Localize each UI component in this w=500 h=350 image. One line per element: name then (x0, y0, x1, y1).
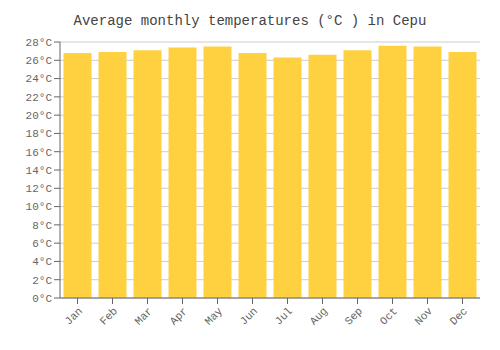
svg-text:Jun: Jun (238, 305, 260, 327)
svg-text:Jul: Jul (273, 305, 295, 327)
svg-text:Feb: Feb (98, 305, 120, 327)
svg-text:Nov: Nov (413, 305, 436, 328)
svg-text:14°C: 14°C (26, 165, 53, 177)
svg-text:10°C: 10°C (26, 201, 53, 213)
svg-text:24°C: 24°C (26, 73, 53, 85)
svg-text:Apr: Apr (168, 305, 190, 327)
svg-text:22°C: 22°C (26, 92, 53, 104)
svg-text:26°C: 26°C (26, 55, 53, 67)
html-text:Average monthly temperatures (: Average monthly temperatures (°C ) in Ce… (73, 13, 427, 29)
svg-text:2°C: 2°C (32, 275, 52, 287)
svg-text:18°C: 18°C (26, 128, 53, 140)
svg-text:6°C: 6°C (32, 238, 52, 250)
svg-text:Mar: Mar (133, 305, 155, 327)
svg-text:May: May (203, 305, 226, 328)
svg-text:Dec: Dec (448, 305, 470, 327)
svg-text:16°C: 16°C (26, 147, 53, 159)
svg-text:20°C: 20°C (26, 110, 53, 122)
svg-text:28°C: 28°C (26, 37, 53, 49)
svg-text:8°C: 8°C (32, 220, 52, 232)
svg-text:0°C: 0°C (32, 293, 52, 305)
svg-text:Jan: Jan (63, 305, 85, 327)
svg-text:Aug: Aug (308, 305, 330, 327)
svg-text:12°C: 12°C (26, 183, 53, 195)
svg-text:4°C: 4°C (32, 256, 52, 268)
svg-text:Oct: Oct (378, 305, 400, 327)
svg-text:Sep: Sep (343, 305, 365, 327)
